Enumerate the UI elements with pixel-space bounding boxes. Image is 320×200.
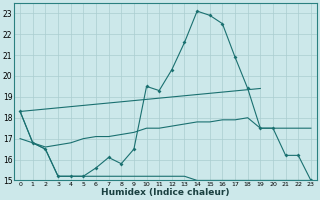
X-axis label: Humidex (Indice chaleur): Humidex (Indice chaleur) [101,188,230,197]
